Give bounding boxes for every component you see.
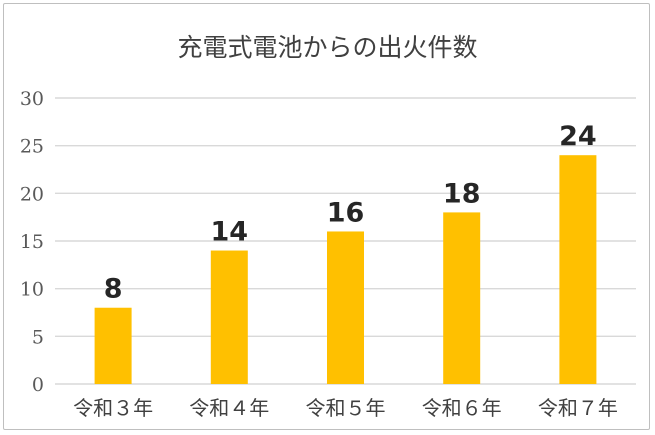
x-tick-label: 令和４年 (189, 396, 269, 420)
x-tick-label: 令和３年 (73, 396, 153, 420)
y-tick-label: 5 (32, 326, 44, 348)
x-tick-label: 令和６年 (422, 396, 502, 420)
y-tick-label: 25 (20, 136, 44, 158)
bar (210, 250, 248, 384)
y-tick-label: 30 (20, 88, 44, 110)
bar (94, 307, 132, 384)
data-labels: 8 14 16 18 24 (104, 121, 597, 305)
y-tick-label: 10 (20, 279, 44, 301)
data-label: 18 (443, 178, 481, 209)
bar (559, 155, 597, 384)
data-label: 24 (559, 121, 597, 152)
bars (94, 155, 597, 384)
data-label: 14 (211, 217, 249, 248)
data-label: 16 (327, 197, 365, 228)
bar (327, 231, 364, 384)
bar (443, 212, 481, 384)
x-tick-label: 令和５年 (306, 396, 386, 420)
y-tick-label: 15 (20, 231, 44, 253)
x-tick-label: 令和７年 (538, 396, 618, 420)
data-label: 8 (104, 274, 123, 305)
x-axis-ticks: 令和３年 令和４年 令和５年 令和６年 令和７年 (73, 396, 618, 420)
y-tick-label: 0 (32, 374, 44, 396)
y-axis-ticks: 0 5 10 15 20 25 30 (20, 88, 44, 396)
chart-title: 充電式電池からの出火件数 (177, 33, 478, 62)
y-tick-label: 20 (20, 183, 44, 205)
